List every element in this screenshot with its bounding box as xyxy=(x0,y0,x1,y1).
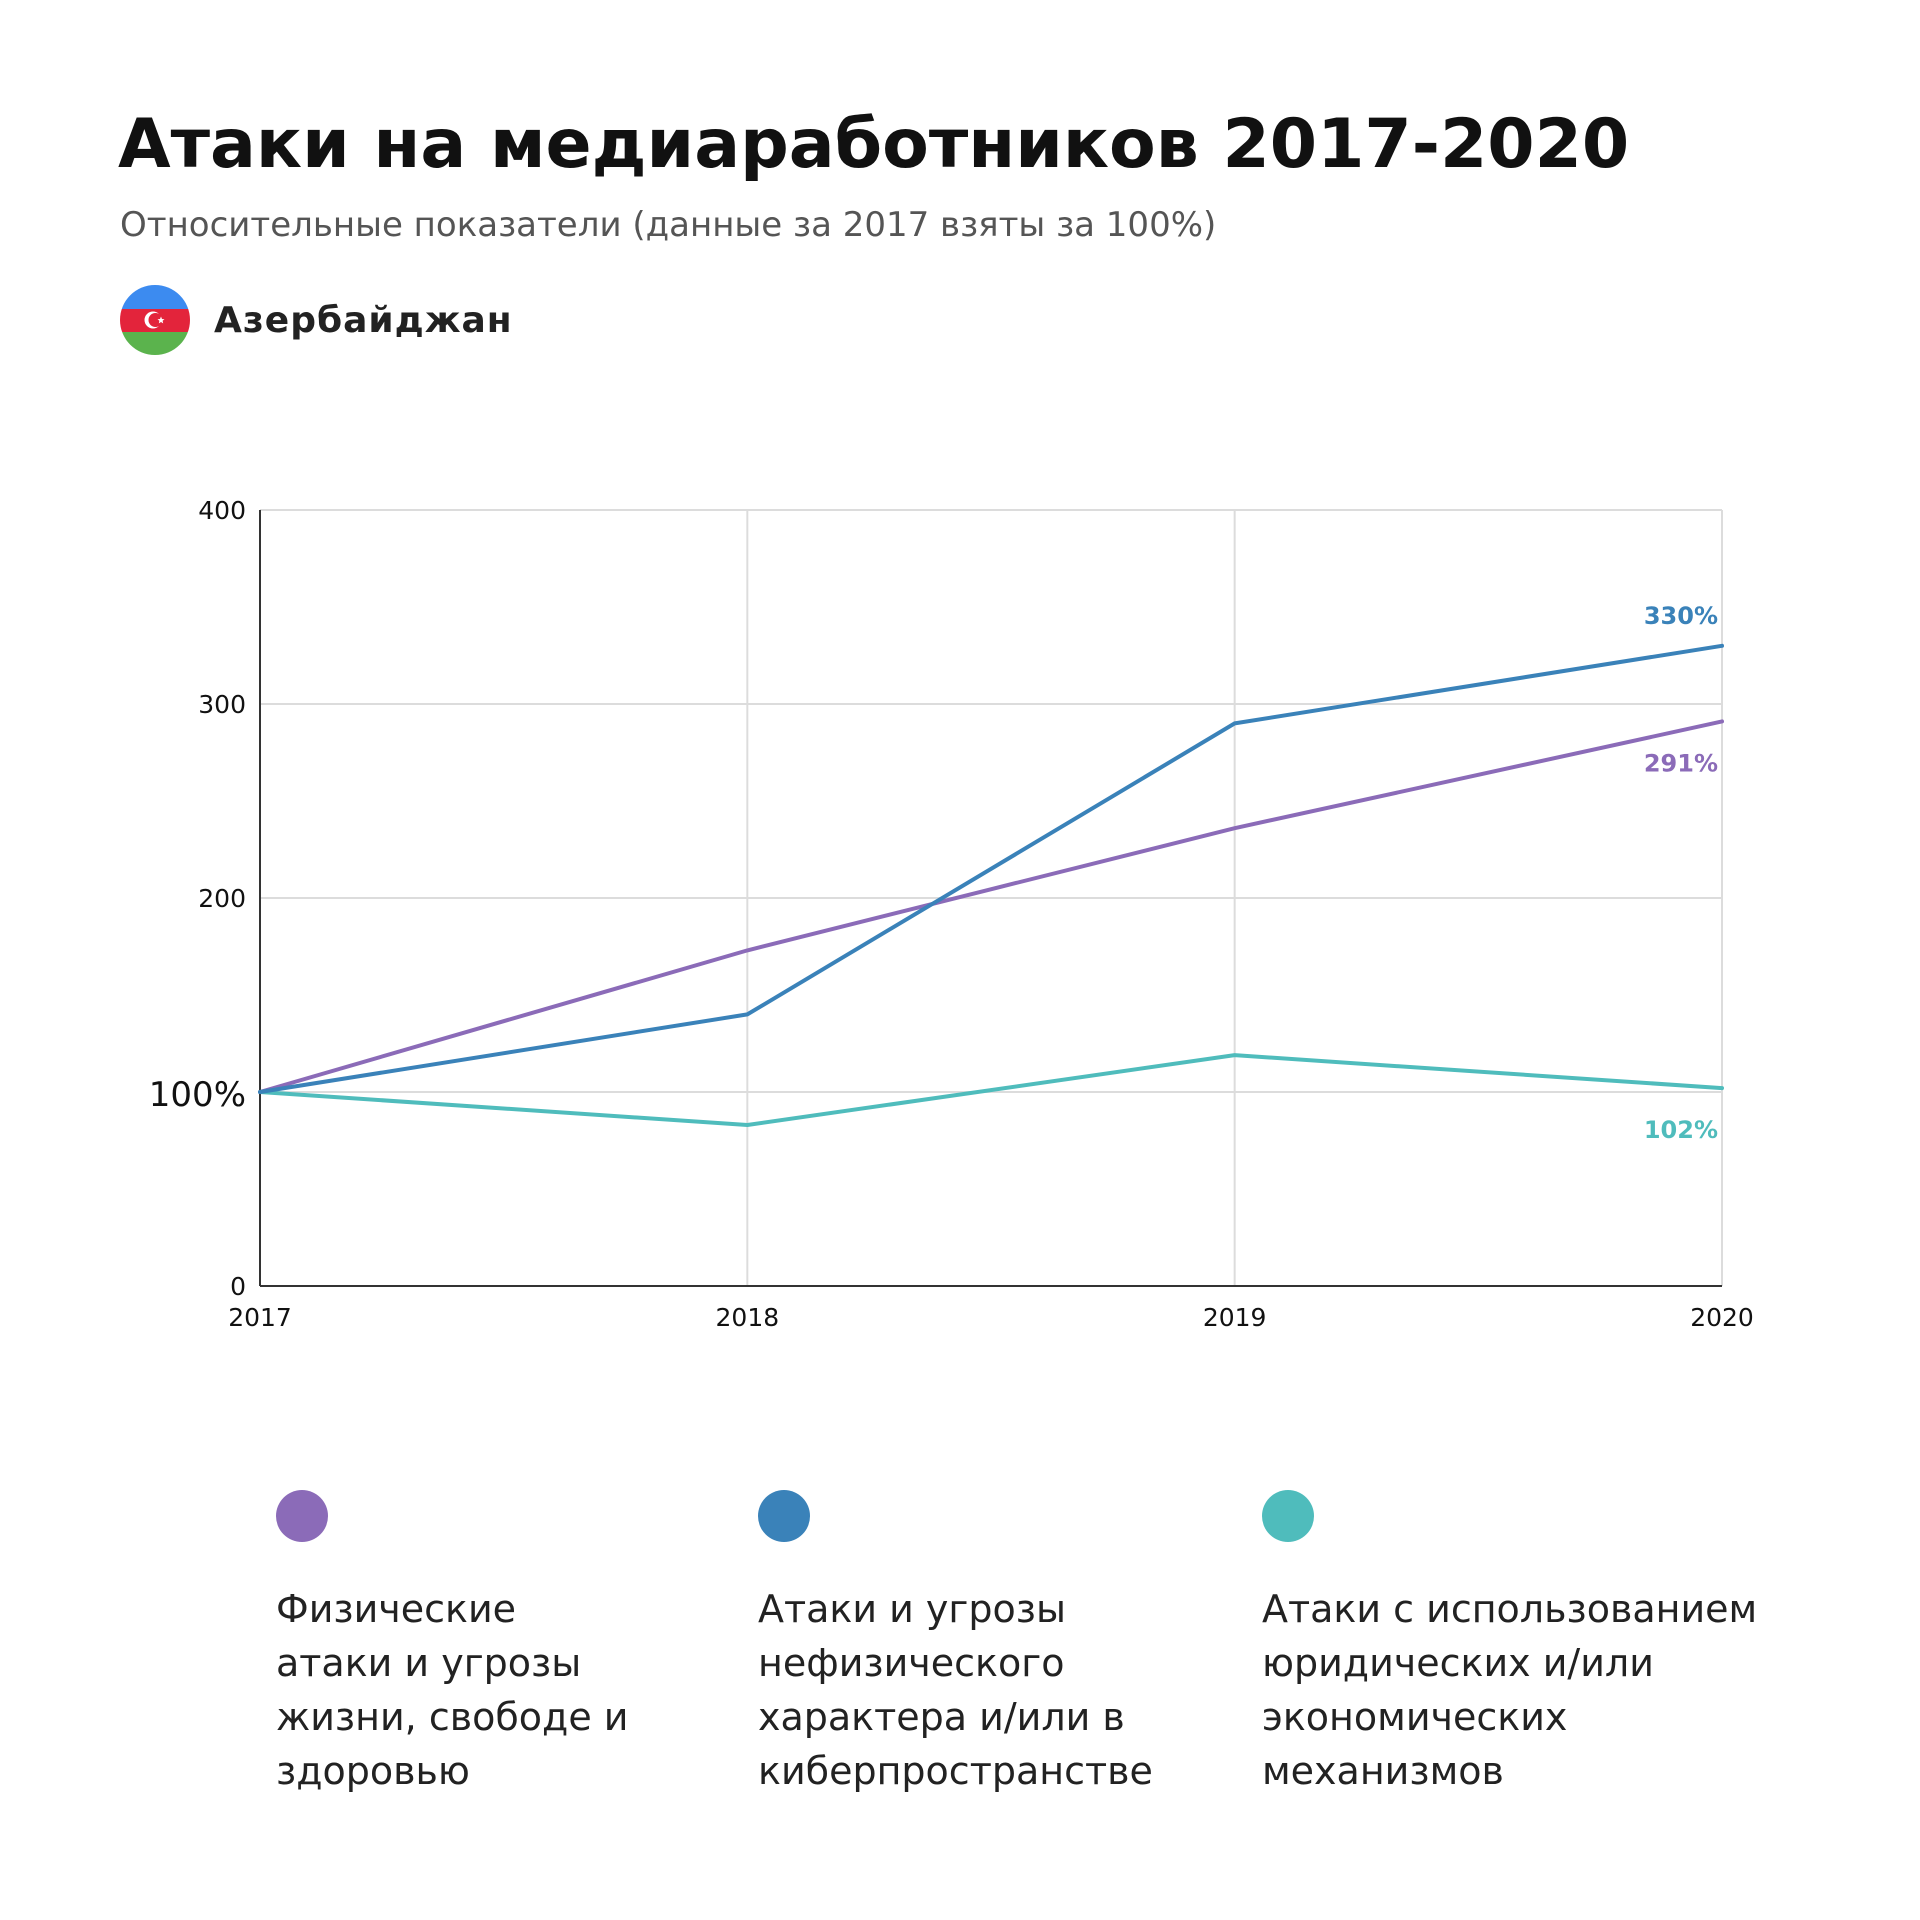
y-tick-label: 200 xyxy=(198,884,246,913)
series-line xyxy=(258,643,1724,1094)
series-end-label: 291% xyxy=(1644,749,1718,777)
series-line xyxy=(258,719,1724,1094)
legend-dot-physical xyxy=(276,1490,328,1542)
country-name: Азербайджан xyxy=(214,299,513,341)
y-tick-label: 300 xyxy=(198,690,246,719)
country-header: Азербайджан xyxy=(120,285,513,355)
legend-item-nonphysical: Атаки и угрозы нефизического характера и/… xyxy=(758,1490,1178,1798)
azerbaijan-flag-icon xyxy=(120,285,190,355)
x-tick-label: 2019 xyxy=(1203,1303,1267,1332)
series-line xyxy=(258,1053,1724,1127)
legend-dot-legal xyxy=(1262,1490,1314,1542)
chart-title: Атаки на медиаработников 2017-2020 xyxy=(118,105,1630,184)
legend-item-legal: Атаки с использованием юридических и/или … xyxy=(1262,1490,1802,1798)
legend-label-physical: Физические атаки и угрозы жизни, свободе … xyxy=(276,1587,629,1793)
legend-label-legal: Атаки с использованием юридических и/или … xyxy=(1262,1587,1758,1793)
x-tick-label: 2018 xyxy=(716,1303,780,1332)
y-tick-label: 0 xyxy=(230,1272,246,1301)
series-end-label: 330% xyxy=(1644,602,1718,630)
x-tick-label: 2020 xyxy=(1690,1303,1754,1332)
series-end-label: 102% xyxy=(1644,1116,1718,1144)
x-tick-label: 2017 xyxy=(228,1303,292,1332)
y-tick-label: 400 xyxy=(198,496,246,525)
legend-dot-nonphysical xyxy=(758,1490,810,1542)
y-tick-label: 100% xyxy=(149,1075,246,1115)
line-chart: 0 100% 200 300 400 2017 2018 2019 2020 291% 330% 10… xyxy=(149,496,1754,1332)
chart-subtitle: Относительные показатели (данные за 2017… xyxy=(120,205,1217,245)
legend-item-physical: Физические атаки и угрозы жизни, свободе … xyxy=(276,1490,696,1798)
legend-label-nonphysical: Атаки и угрозы нефизического характера и/… xyxy=(758,1587,1153,1793)
